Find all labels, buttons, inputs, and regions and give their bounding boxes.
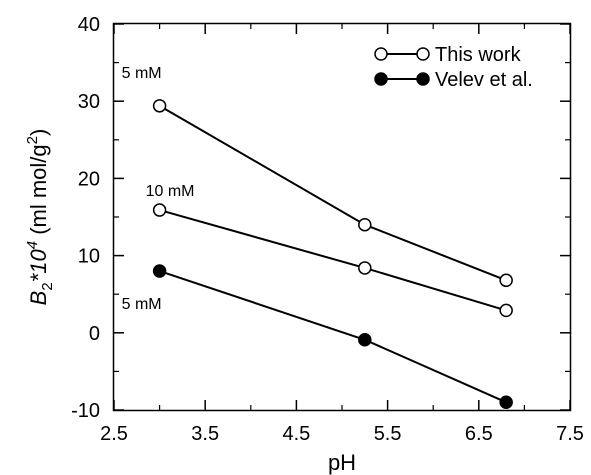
legend-marker-this-work-left [374,47,388,61]
series-line [159,104,507,282]
x-tick-label: 4.5 [282,423,310,445]
legend-item-velev: Velev et al. [374,69,533,91]
series-annotation-label: 5 mM [122,296,162,313]
legend-marker-velev-right [416,72,430,86]
y-axis-title-base: B [26,291,51,306]
legend-item-this-work: This work [374,44,522,66]
tick-labels-layer: 2.5 3.5 4.5 5.5 6.5 7.5 -10 0 10 20 30 40 [71,14,584,445]
y-axis-title-unit-close: ) [26,129,51,136]
x-tick-label: 5.5 [374,423,402,445]
legend-marker-velev-left [374,72,388,86]
y-tick-label: 0 [89,323,100,345]
y-tick-label: 30 [78,91,100,113]
y-axis-title-sub: 2 [39,282,56,290]
y-tick-label: -10 [71,400,100,422]
open-circle-point [152,99,167,113]
y-tick-label: 40 [78,14,100,36]
filled-circle-point [499,395,513,410]
open-circle-point [499,273,513,288]
legend: This work Velev et al. [374,44,533,91]
open-circle-point [152,203,167,217]
series-layer [152,99,513,410]
filled-circle-point [358,332,372,347]
series-line [159,270,507,404]
series-annotation-label: 10 mM [146,183,195,200]
y-tick-label: 20 [78,168,100,190]
y-axis-title-unit-open: (ml mol/g [26,144,51,241]
filled-circle-point [152,264,167,278]
x-tick-label: 6.5 [465,423,493,445]
plot-frame [112,22,572,412]
y-axis-title: B2*104 (ml mol/g2) [24,129,56,306]
open-circle-point [358,261,372,275]
x-tick-label: 2.5 [100,423,128,445]
legend-label-velev: Velev et al. [435,69,533,91]
y-tick-label: 10 [78,246,100,268]
open-circle-point [499,303,513,318]
y-axis-title-sup: 4 [24,241,41,249]
series-annotation-label: 5 mM [122,65,162,82]
legend-label-this-work: This work [435,44,522,66]
x-tick-label: 7.5 [556,423,584,445]
annotations-layer: 5 mM 10 mM 5 mM [122,65,195,313]
ticks-layer [113,23,571,411]
legend-marker-this-work-right [416,47,430,61]
x-axis-title: pH [328,450,356,475]
y-axis-title-mid: *10 [26,249,51,283]
open-circle-point [358,217,372,232]
x-tick-label: 3.5 [191,423,219,445]
y-axis-title-unit-sup: 2 [24,136,41,144]
